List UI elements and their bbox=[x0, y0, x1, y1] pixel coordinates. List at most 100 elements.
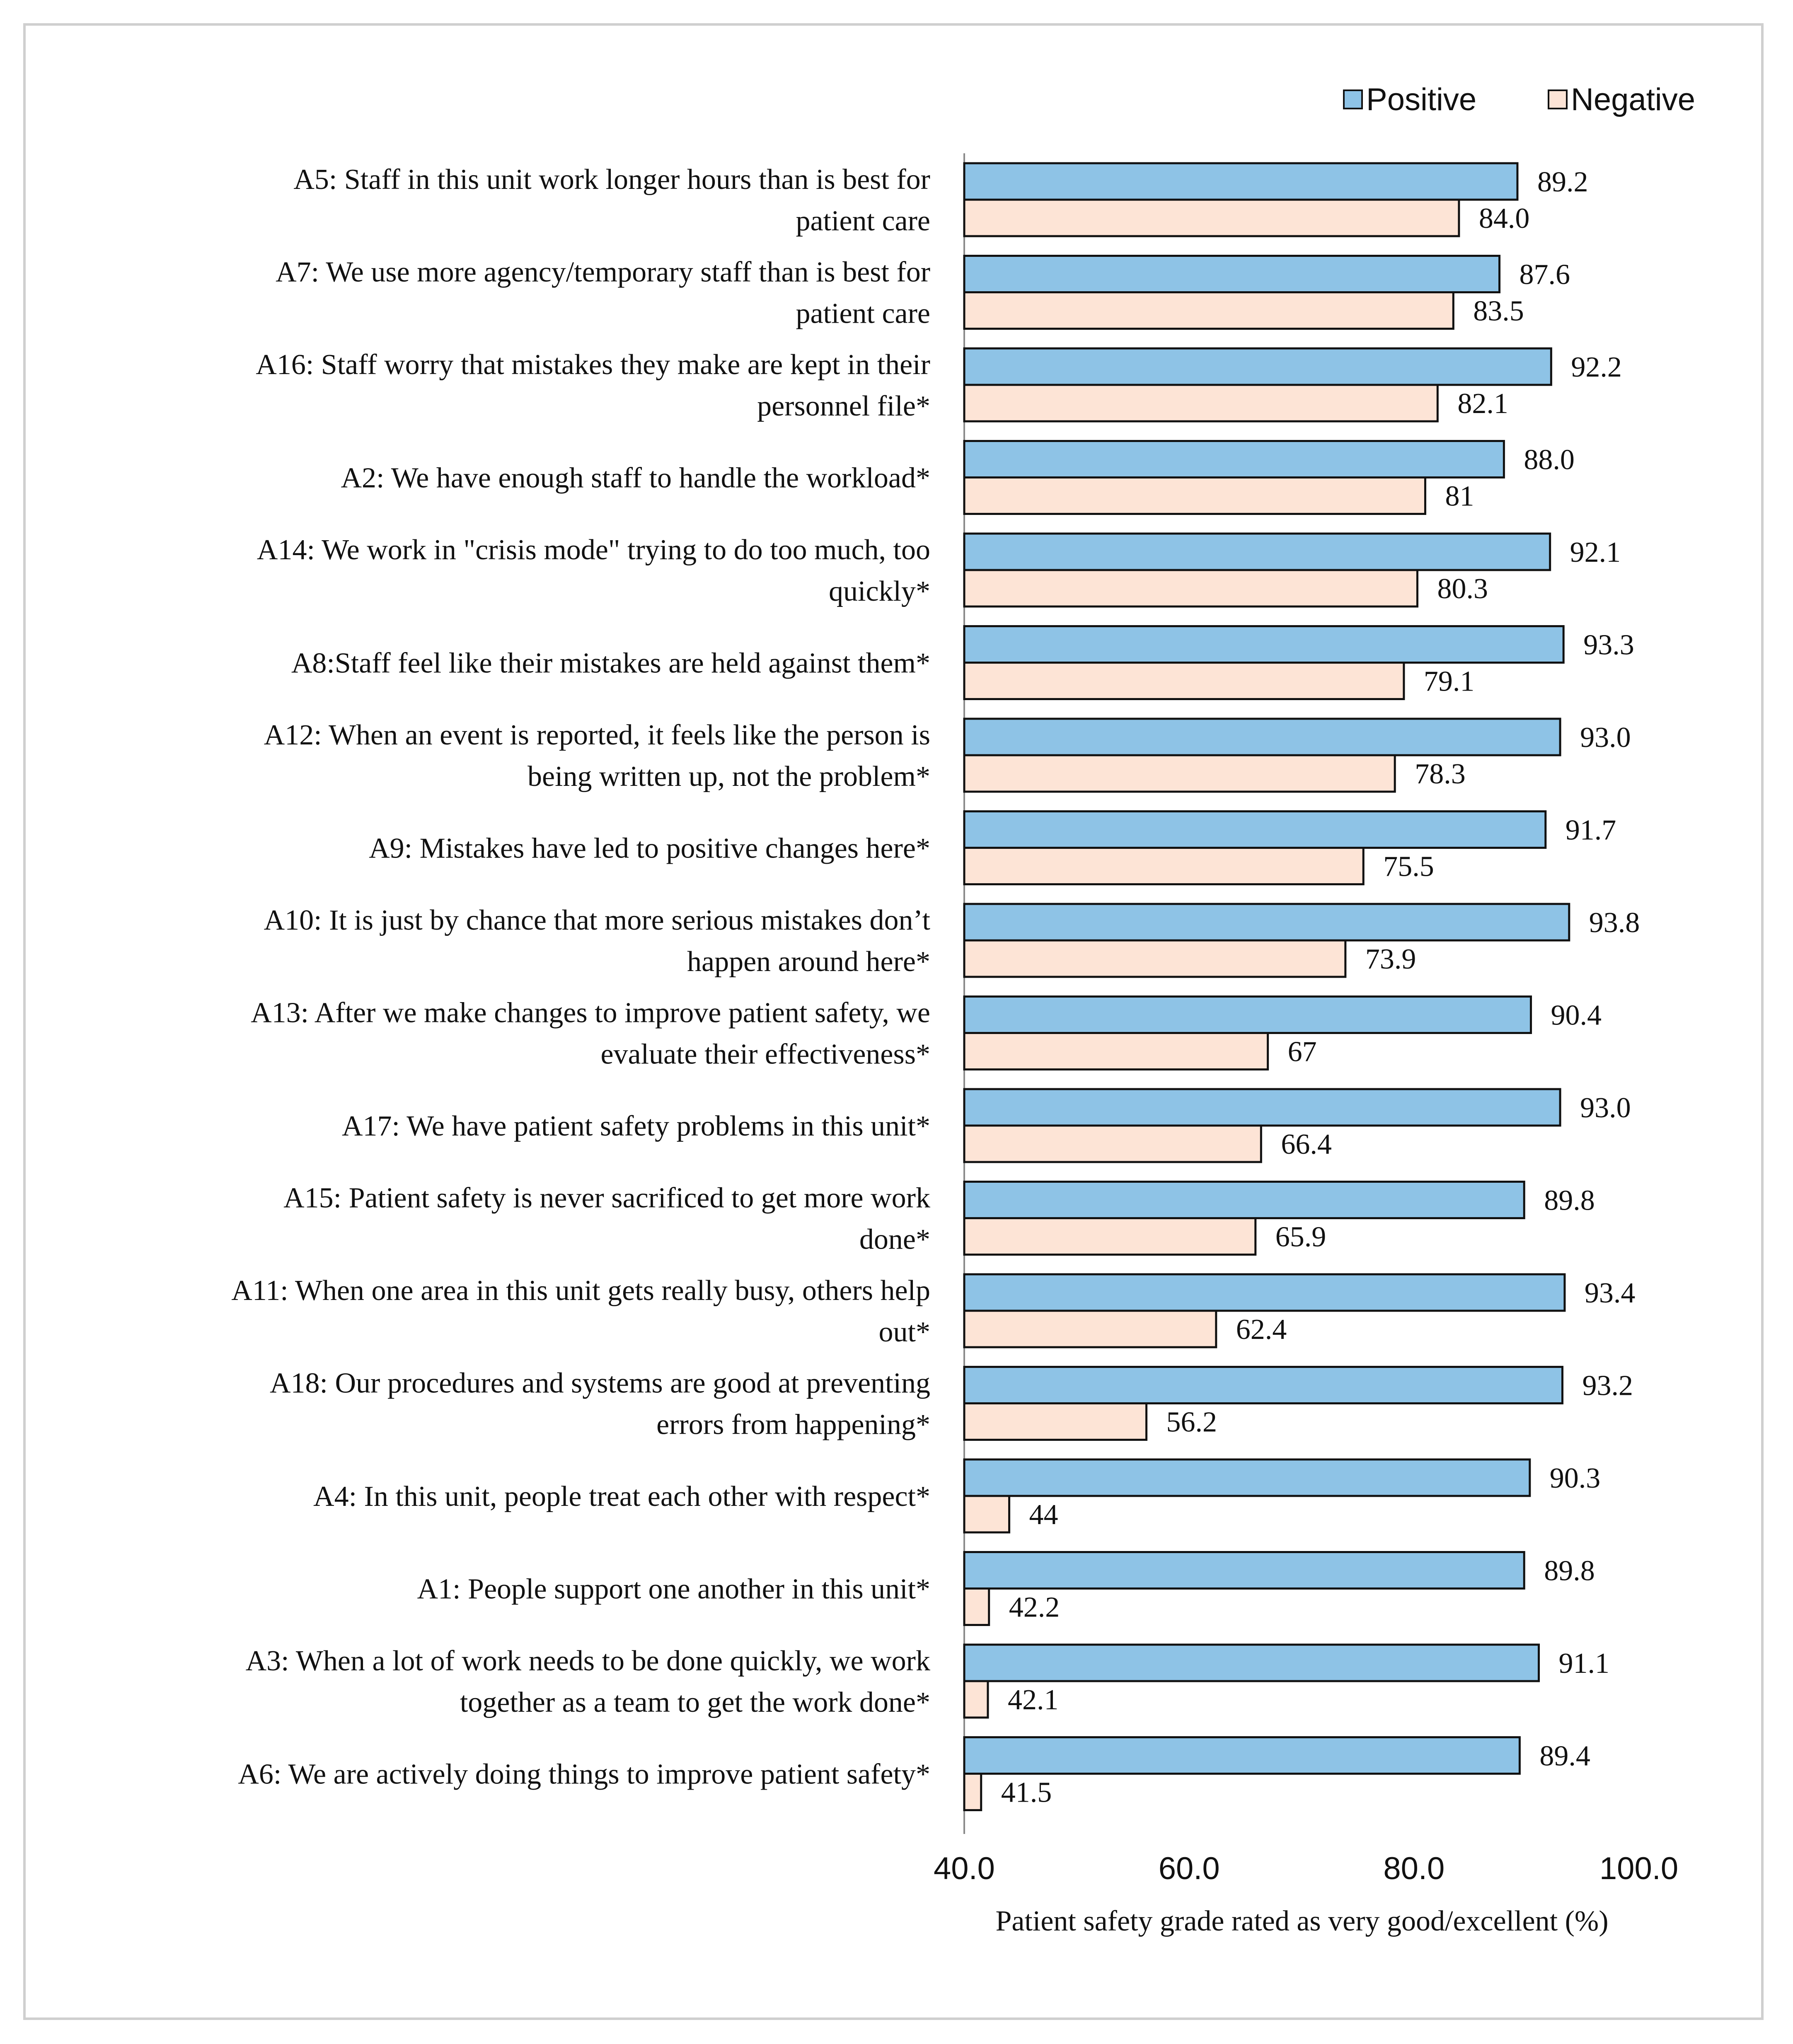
bar-negative bbox=[963, 1310, 1217, 1348]
value-label-positive: 89.8 bbox=[1544, 1185, 1595, 1217]
category-label-line: errors from happening* bbox=[656, 1409, 930, 1441]
bar-positive bbox=[963, 1366, 1563, 1404]
category-label: A4: In this unit, people treat each othe… bbox=[313, 1481, 930, 1512]
category-label-line: A17: We have patient safety problems in … bbox=[342, 1110, 930, 1142]
category-label: A17: We have patient safety problems in … bbox=[342, 1110, 930, 1142]
value-label-negative: 75.5 bbox=[1383, 851, 1434, 883]
category-label-line: out* bbox=[879, 1316, 930, 1348]
category-label: A5: Staff in this unit work longer hours… bbox=[293, 164, 930, 237]
category-label-line: A5: Staff in this unit work longer hours… bbox=[293, 164, 930, 196]
bar-negative bbox=[963, 291, 1454, 330]
category-label-line: A12: When an event is reported, it feels… bbox=[264, 719, 930, 751]
category-label-line: A11: When one area in this unit gets rea… bbox=[231, 1275, 930, 1307]
value-label-positive: 92.1 bbox=[1570, 536, 1621, 568]
bar-positive bbox=[963, 625, 1565, 664]
value-label-negative: 83.5 bbox=[1473, 295, 1524, 327]
bar-positive bbox=[963, 532, 1551, 571]
category-label-line: A16: Staff worry that mistakes they make… bbox=[256, 349, 930, 381]
value-label-negative: 80.3 bbox=[1437, 573, 1488, 605]
category-label: A9: Mistakes have led to positive change… bbox=[369, 833, 930, 865]
bar-negative bbox=[963, 1587, 990, 1626]
category-label: A7: We use more agency/temporary staff t… bbox=[276, 256, 930, 330]
category-label-line: quickly* bbox=[829, 575, 930, 607]
value-label-positive: 91.7 bbox=[1566, 814, 1616, 846]
bar-positive bbox=[963, 1736, 1521, 1775]
x-axis-title: Patient safety grade rated as very good/… bbox=[995, 1905, 1608, 1937]
category-label: A14: We work in "crisis mode" trying to … bbox=[257, 534, 930, 607]
value-label-negative: 65.9 bbox=[1275, 1221, 1326, 1253]
bar-negative bbox=[963, 476, 1426, 515]
bar-positive bbox=[963, 1458, 1531, 1497]
bar-negative bbox=[963, 1495, 1011, 1534]
category-label: A6: We are actively doing things to impr… bbox=[238, 1759, 930, 1790]
value-label-negative: 42.2 bbox=[1009, 1592, 1060, 1624]
category-label-line: A10: It is just by chance that more seri… bbox=[264, 904, 931, 936]
category-label-line: personnel file* bbox=[757, 390, 930, 422]
category-label: A13: After we make changes to improve pa… bbox=[251, 997, 930, 1070]
bar-positive bbox=[963, 162, 1519, 201]
bar-positive bbox=[963, 1181, 1525, 1219]
category-label: A11: When one area in this unit gets rea… bbox=[231, 1275, 930, 1348]
category-label: A3: When a lot of work needs to be done … bbox=[246, 1645, 930, 1718]
value-label-positive: 92.2 bbox=[1571, 351, 1622, 383]
bar-positive bbox=[963, 810, 1547, 849]
value-label-negative: 66.4 bbox=[1281, 1128, 1332, 1160]
bar-negative bbox=[963, 1402, 1148, 1441]
category-label-line: A2: We have enough staff to handle the w… bbox=[341, 462, 930, 494]
bar-negative bbox=[963, 754, 1396, 793]
category-label-line: A8:Staff feel like their mistakes are he… bbox=[291, 648, 930, 679]
bar-positive bbox=[963, 1088, 1561, 1127]
category-label-line: being written up, not the problem* bbox=[527, 761, 930, 792]
category-label: A18: Our procedures and systems are good… bbox=[270, 1367, 930, 1441]
legend-swatch-negative bbox=[1548, 89, 1568, 109]
value-label-negative: 82.1 bbox=[1457, 388, 1508, 420]
value-label-positive: 93.8 bbox=[1589, 907, 1640, 939]
value-label-positive: 93.2 bbox=[1582, 1370, 1633, 1402]
bar-negative bbox=[963, 1217, 1257, 1256]
value-label-positive: 90.3 bbox=[1550, 1462, 1601, 1494]
bar-negative bbox=[963, 198, 1460, 237]
x-tick-label: 80.0 bbox=[1383, 1851, 1445, 1886]
bar-positive bbox=[963, 1551, 1525, 1590]
bar-positive bbox=[963, 1643, 1540, 1682]
bar-negative bbox=[963, 1773, 982, 1811]
value-label-positive: 93.3 bbox=[1583, 629, 1634, 661]
category-label-line: A15: Patient safety is never sacrificed … bbox=[283, 1182, 930, 1214]
bar-positive bbox=[963, 995, 1532, 1034]
value-label-negative: 56.2 bbox=[1166, 1406, 1217, 1438]
value-label-positive: 93.4 bbox=[1585, 1277, 1636, 1309]
category-label-line: together as a team to get the work done* bbox=[460, 1686, 930, 1718]
legend-swatch-positive bbox=[1343, 89, 1363, 109]
category-label-line: A1: People support one another in this u… bbox=[417, 1573, 930, 1605]
value-label-positive: 90.4 bbox=[1551, 1000, 1602, 1032]
category-label-line: A13: After we make changes to improve pa… bbox=[251, 997, 930, 1029]
value-label-positive: 89.8 bbox=[1544, 1555, 1595, 1587]
bar-negative bbox=[963, 1032, 1269, 1070]
value-label-negative: 42.1 bbox=[1008, 1684, 1059, 1716]
category-label-line: A14: We work in "crisis mode" trying to … bbox=[257, 534, 930, 566]
bar-negative bbox=[963, 569, 1418, 608]
category-label-line: A3: When a lot of work needs to be done … bbox=[246, 1645, 930, 1677]
value-label-positive: 89.2 bbox=[1537, 166, 1588, 198]
value-label-negative: 62.4 bbox=[1236, 1314, 1287, 1346]
bar-positive bbox=[963, 718, 1561, 756]
category-label: A2: We have enough staff to handle the w… bbox=[341, 462, 930, 494]
value-label-positive: 93.0 bbox=[1580, 1092, 1631, 1124]
value-label-negative: 78.3 bbox=[1415, 758, 1466, 790]
bar-positive bbox=[963, 440, 1505, 478]
category-label: A16: Staff worry that mistakes they make… bbox=[256, 349, 930, 422]
value-label-positive: 88.0 bbox=[1524, 444, 1575, 476]
value-label-negative: 81 bbox=[1445, 481, 1474, 512]
value-label-negative: 73.9 bbox=[1365, 943, 1416, 975]
bar-negative bbox=[963, 662, 1405, 700]
legend-label-positive: Positive bbox=[1366, 82, 1476, 117]
category-label-line: happen around here* bbox=[687, 946, 930, 978]
category-label-line: A18: Our procedures and systems are good… bbox=[270, 1367, 930, 1399]
category-label-line: patient care bbox=[796, 205, 930, 237]
bar-negative bbox=[963, 847, 1365, 885]
category-label: A1: People support one another in this u… bbox=[417, 1573, 930, 1605]
category-label: A8:Staff feel like their mistakes are he… bbox=[291, 648, 930, 679]
category-label-line: patient care bbox=[796, 298, 930, 330]
value-label-negative: 67 bbox=[1288, 1036, 1317, 1068]
